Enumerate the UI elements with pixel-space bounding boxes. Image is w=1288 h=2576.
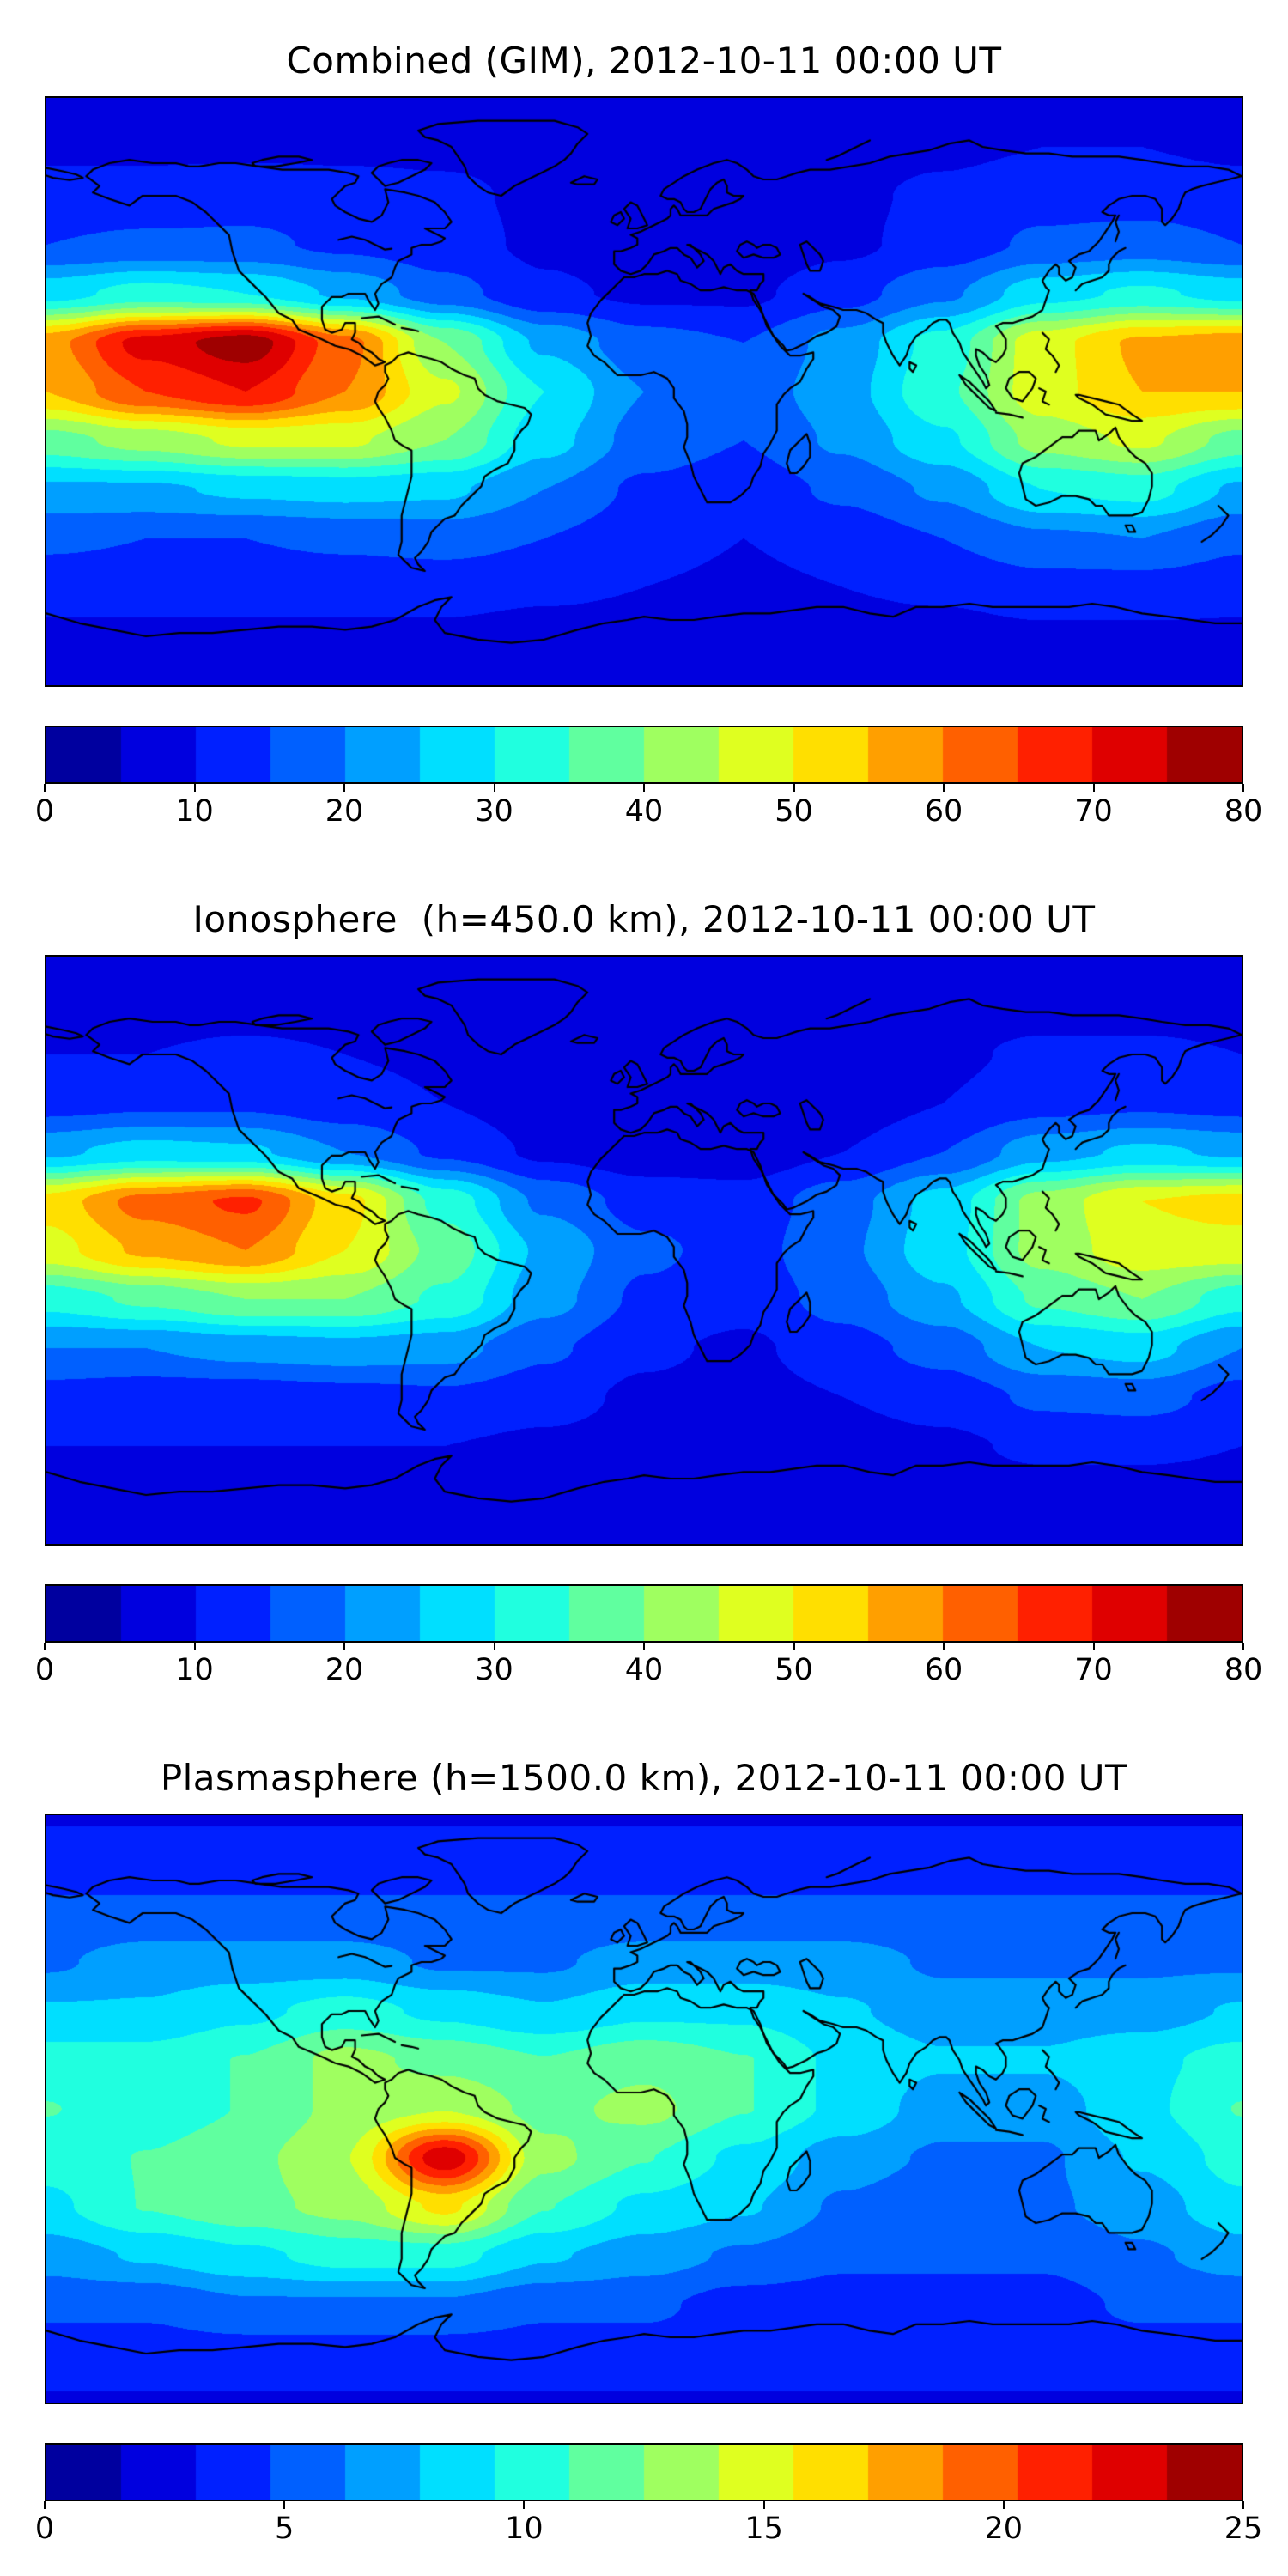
- colorbar-tick-mark: [493, 784, 495, 792]
- colorbar-tick-label: 0: [34, 2512, 55, 2546]
- colorbar-tick-label: 40: [624, 794, 664, 829]
- colorbar-tick-label: 80: [1224, 794, 1263, 829]
- colorbar-ticks-combined: 0 10 20 30 40 50 60 70 80: [35, 784, 1262, 839]
- panel-ionosphere: Ionosphere (h=450.0 km), 2012-10-11 00:0…: [0, 859, 1288, 1717]
- colorbar-tick-mark: [523, 2501, 526, 2509]
- map-plasmasphere: [45, 1814, 1243, 2404]
- colorbar-canvas-combined: [46, 727, 1242, 782]
- panel-title-plasmasphere: Plasmasphere (h=1500.0 km), 2012-10-11 0…: [160, 1757, 1128, 1799]
- colorbar-tick-mark: [44, 1643, 46, 1650]
- colorbar-tick-mark: [193, 1643, 196, 1650]
- map-canvas-combined: [46, 98, 1242, 685]
- colorbar-tick-label: 0: [34, 1653, 55, 1687]
- colorbar-tick-label: 70: [1074, 794, 1113, 829]
- colorbar-tick-mark: [1092, 784, 1095, 792]
- colorbar-tick-label: 60: [924, 1653, 963, 1687]
- colorbar-tick-label: 5: [275, 2512, 295, 2546]
- colorbar-tick-mark: [762, 2501, 765, 2509]
- colorbar-tick-mark: [343, 1643, 345, 1650]
- colorbar-tick-mark: [943, 784, 945, 792]
- colorbar-tick-mark: [793, 1643, 795, 1650]
- colorbar-tick-mark: [283, 2501, 286, 2509]
- colorbar-canvas-plasmasphere: [46, 2445, 1242, 2500]
- colorbar-tick-mark: [1092, 1643, 1095, 1650]
- colorbar-ticks-ionosphere: 0 10 20 30 40 50 60 70 80: [35, 1643, 1262, 1698]
- colorbar-tick-mark: [193, 784, 196, 792]
- colorbar-tick-label: 25: [1224, 2512, 1263, 2546]
- colorbar-tick-label: 40: [624, 1653, 664, 1687]
- colorbar-tick-mark: [1002, 2501, 1005, 2509]
- colorbar-tick-mark: [943, 1643, 945, 1650]
- colorbar-tick-label: 10: [505, 2512, 544, 2546]
- colorbar-tick-label: 50: [775, 1653, 813, 1687]
- colorbar-tick-label: 30: [475, 794, 513, 829]
- colorbar-tick-mark: [1242, 784, 1244, 792]
- colorbar-tick-label: 0: [34, 794, 55, 829]
- colorbar-tick-label: 15: [744, 2512, 783, 2546]
- colorbar-tick-label: 30: [475, 1653, 513, 1687]
- colorbar-canvas-ionosphere: [46, 1586, 1242, 1641]
- colorbar-tick-label: 10: [175, 794, 214, 829]
- colorbar-tick-label: 70: [1074, 1653, 1113, 1687]
- colorbar-tick-label: 50: [775, 794, 813, 829]
- colorbar-tick-mark: [793, 784, 795, 792]
- colorbar-tick-mark: [44, 784, 46, 792]
- colorbar-tick-label: 10: [175, 1653, 214, 1687]
- panel-combined-gim: Combined (GIM), 2012-10-11 00:00 UT 0 10 2…: [0, 0, 1288, 859]
- map-ionosphere: [45, 955, 1243, 1546]
- map-canvas-plasmasphere: [46, 1815, 1242, 2403]
- colorbar-tick-label: 20: [325, 794, 364, 829]
- colorbar-combined: [45, 726, 1243, 784]
- map-canvas-ionosphere: [46, 957, 1242, 1544]
- colorbar-plasmasphere: [45, 2443, 1243, 2501]
- panel-plasmasphere: Plasmasphere (h=1500.0 km), 2012-10-11 0…: [0, 1717, 1288, 2576]
- colorbar-tick-label: 20: [325, 1653, 364, 1687]
- colorbar-tick-mark: [343, 784, 345, 792]
- map-combined: [45, 96, 1243, 687]
- colorbar-ticks-plasmasphere: 0 5 10 15 20 25: [35, 2501, 1262, 2556]
- colorbar-tick-mark: [493, 1643, 495, 1650]
- colorbar-tick-label: 80: [1224, 1653, 1263, 1687]
- colorbar-tick-label: 60: [924, 794, 963, 829]
- colorbar-tick-mark: [643, 784, 645, 792]
- panel-title-combined: Combined (GIM), 2012-10-11 00:00 UT: [286, 39, 1002, 82]
- panel-title-ionosphere: Ionosphere (h=450.0 km), 2012-10-11 00:0…: [192, 898, 1096, 940]
- colorbar-ionosphere: [45, 1584, 1243, 1643]
- colorbar-tick-mark: [44, 2501, 46, 2509]
- colorbar-tick-mark: [643, 1643, 645, 1650]
- colorbar-tick-mark: [1242, 2501, 1244, 2509]
- colorbar-tick-label: 20: [984, 2512, 1024, 2546]
- colorbar-tick-mark: [1242, 1643, 1244, 1650]
